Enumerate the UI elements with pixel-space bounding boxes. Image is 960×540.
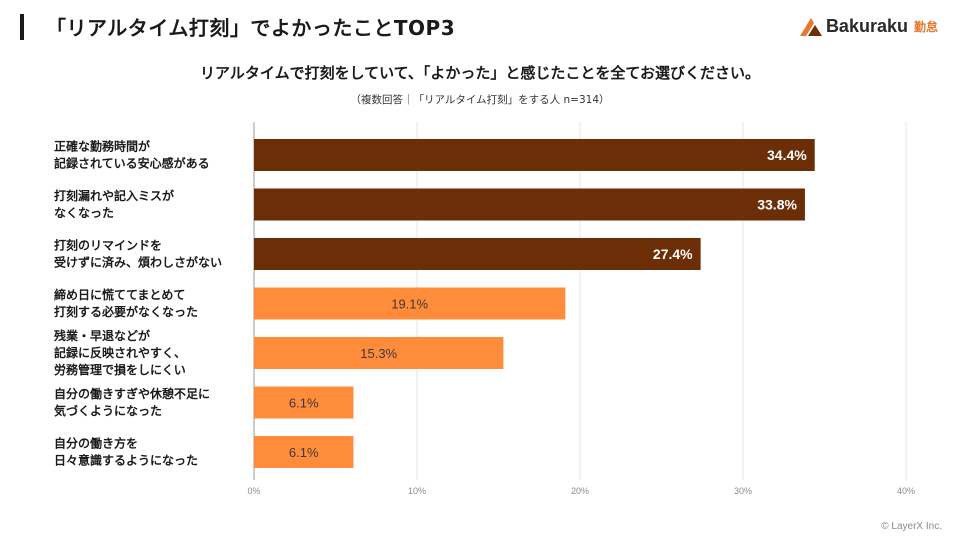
- survey-question: リアルタイムで打刻をしていて、「よかった」と感じたことを全てお選びください。: [200, 64, 760, 82]
- x-tick-label: 10%: [408, 486, 426, 496]
- logo-text: Bakuraku: [825, 16, 908, 36]
- category-label: 日々意識するようになった: [54, 453, 198, 468]
- bar: [254, 287, 566, 320]
- brand-logo: Bakuraku 勤怠: [799, 16, 938, 37]
- bar: [254, 188, 805, 221]
- bar-value-label: 6.1%: [289, 445, 319, 460]
- bar: [254, 436, 354, 468]
- category-label: 正確な勤務時間が: [54, 139, 150, 154]
- category-label: 労務管理で損をしにくい: [54, 362, 186, 377]
- category-label: 自分の働き方を: [54, 436, 138, 451]
- bar: [254, 139, 815, 171]
- x-tick-label: 20%: [571, 486, 589, 496]
- x-tick-label: 40%: [897, 486, 915, 496]
- x-tick-label: 30%: [734, 486, 752, 496]
- category-label: 打刻する必要がなくなった: [54, 304, 198, 319]
- bar-value-label: 15.3%: [360, 346, 397, 361]
- category-label: 気づくようになった: [54, 403, 162, 418]
- title-accent-bar: [20, 14, 24, 40]
- survey-note: （複数回答｜「リアルタイム打刻」をする人 n=314）: [350, 94, 610, 106]
- logo-subtext: 勤怠: [913, 20, 938, 34]
- page-title: 「リアルタイム打刻」でよかったことTOP3: [46, 16, 456, 40]
- category-label: 残業・早退などが: [54, 328, 150, 343]
- copyright: © LayerX Inc.: [881, 521, 942, 532]
- category-label: 記録されている安心感がある: [54, 156, 210, 171]
- bar-value-label: 34.4%: [767, 147, 807, 163]
- x-tick-label: 0%: [247, 486, 260, 496]
- logo-mark-icon: [799, 17, 822, 36]
- bar-value-label: 19.1%: [391, 297, 428, 312]
- category-label: 自分の働きすぎや休憩不足に: [54, 386, 210, 401]
- category-label: 打刻漏れや記入ミスが: [54, 188, 174, 203]
- bar-value-label: 6.1%: [289, 396, 319, 411]
- category-label: 締め日に慌ててまとめて: [54, 287, 185, 302]
- category-label: 受けずに済み、煩わしさがない: [54, 255, 222, 270]
- bar-value-label: 27.4%: [653, 246, 693, 262]
- bar: [254, 386, 354, 419]
- category-label: 記録に反映されやすく、: [54, 345, 186, 360]
- category-label: 打刻のリマインドを: [54, 238, 162, 253]
- category-label: なくなった: [54, 206, 114, 220]
- bar: [254, 337, 504, 369]
- bar-value-label: 33.8%: [757, 197, 797, 213]
- bar: [254, 238, 701, 270]
